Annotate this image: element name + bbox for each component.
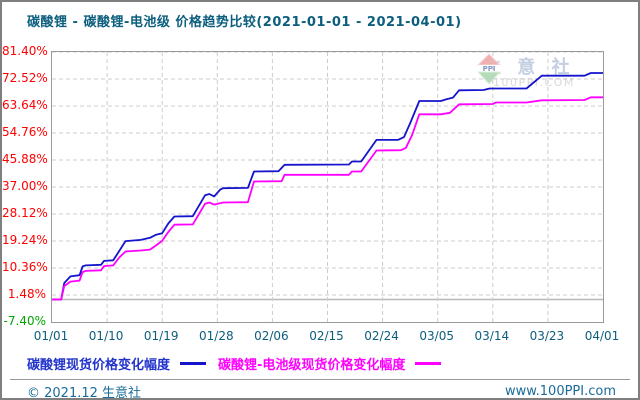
x-tick-label: 02/15 [309, 329, 344, 343]
y-tick-label: 81.40% [2, 44, 48, 58]
footer: © 2021.12 生意社 www.100PPI.com [2, 382, 638, 400]
plot-area: PPI 生 意 社 100PPI.COM [51, 51, 604, 323]
x-tick-label: 02/24 [364, 329, 399, 343]
x-tick-label: 04/01 [584, 329, 620, 343]
legend-label-spot-price: 碳酸锂现货价格变化幅度 [27, 358, 171, 373]
y-tick-label: 45.88% [2, 152, 48, 166]
x-tick-label: 01/01 [33, 329, 69, 343]
footer-divider [10, 379, 630, 380]
y-tick-label: 72.52% [2, 71, 48, 85]
chart-title: 碳酸锂 - 碳酸锂-电池级 价格趋势比较(2021-01-01 - 2021-0… [27, 15, 462, 30]
copyright-text: © 2021.12 生意社 [27, 385, 142, 400]
x-tick-label: 03/23 [529, 329, 565, 343]
chart-canvas [52, 52, 603, 322]
legend-line-sample-spot [180, 362, 207, 365]
y-tick-label: 28.12% [2, 206, 48, 220]
x-tick-label: 01/19 [143, 329, 179, 343]
x-tick-label: 01/28 [199, 329, 234, 343]
legend-label-battery-grade: 碳酸锂-电池级现货价格变化幅度 [218, 358, 406, 373]
x-tick-label: 03/05 [419, 329, 454, 343]
y-tick-label: -7.40% [3, 314, 46, 328]
website-link[interactable]: www.100PPI.com [504, 383, 616, 399]
x-tick-label: 02/06 [254, 329, 289, 343]
y-tick-label: 1.48% [7, 287, 46, 301]
legend: 碳酸锂现货价格变化幅度 碳酸锂-电池级现货价格变化幅度 [27, 354, 453, 373]
y-tick-label: 19.24% [2, 233, 48, 247]
y-tick-label: 63.64% [2, 98, 48, 112]
x-tick-label: 01/10 [88, 329, 124, 343]
y-tick-label: 37.00% [2, 179, 48, 193]
y-tick-label: 54.76% [2, 125, 48, 139]
y-tick-label: 10.36% [2, 260, 48, 274]
legend-line-sample-battery [415, 362, 442, 365]
x-tick-label: 03/14 [474, 329, 510, 343]
